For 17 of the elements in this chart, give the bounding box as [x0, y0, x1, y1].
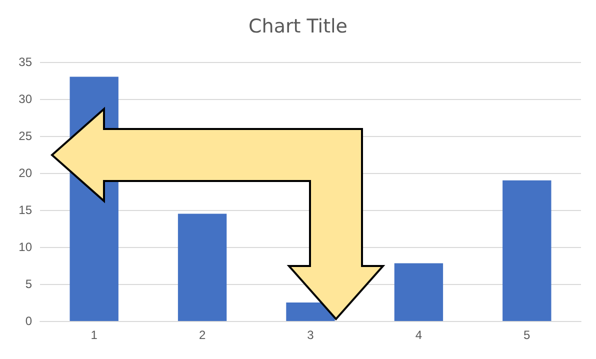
bar [394, 263, 444, 321]
bar [502, 180, 552, 321]
y-tick-label: 5 [25, 277, 32, 291]
x-tick-label: 3 [307, 328, 314, 342]
y-tick-label: 35 [18, 55, 32, 69]
y-tick-label: 20 [18, 166, 32, 180]
y-tick-label: 0 [25, 314, 32, 328]
y-tick-label: 15 [18, 203, 32, 217]
chart-title: Chart Title [248, 16, 348, 38]
y-tick-label: 25 [18, 129, 32, 143]
x-tick-label: 1 [90, 328, 98, 342]
y-tick-label: 30 [18, 92, 32, 106]
x-tick-label: 4 [415, 328, 422, 342]
bar [178, 214, 227, 321]
y-tick-label: 10 [18, 240, 32, 254]
x-tick-label: 5 [524, 328, 531, 342]
x-tick-label: 2 [198, 328, 206, 342]
